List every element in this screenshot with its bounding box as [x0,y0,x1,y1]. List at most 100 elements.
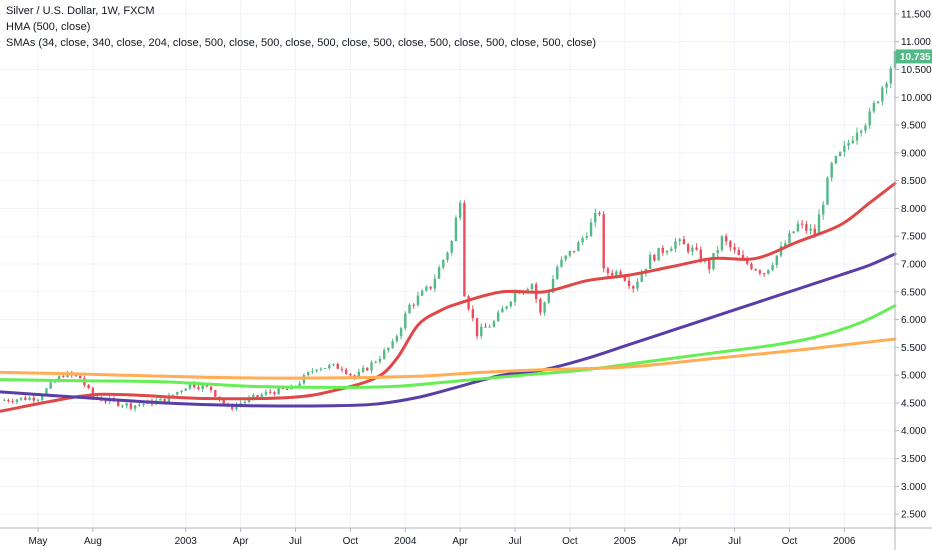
candle-up[interactable] [391,341,394,348]
candle-down[interactable] [699,249,703,262]
candle-up[interactable] [437,267,441,279]
candle-up[interactable] [864,125,867,131]
candle-up[interactable] [252,395,255,398]
candle-up[interactable] [387,347,390,351]
candle-up[interactable] [260,394,263,397]
candle-up[interactable] [41,395,44,400]
candle-down[interactable] [627,280,631,287]
candle-up[interactable] [830,163,833,178]
candle-up[interactable] [382,350,386,359]
candle-up[interactable] [446,252,449,260]
candle-down[interactable] [623,276,627,281]
candle-up[interactable] [712,253,715,270]
candle-down[interactable] [467,296,470,310]
candle-down[interactable] [268,391,272,393]
candle-up[interactable] [577,242,580,252]
candle-up[interactable] [509,301,513,307]
candle-down[interactable] [349,373,352,376]
candle-up[interactable] [378,358,382,362]
candle-up[interactable] [872,102,876,112]
candle-up[interactable] [408,304,411,314]
candle-up[interactable] [716,250,719,254]
candle-down[interactable] [412,304,415,306]
candle-up[interactable] [788,233,791,244]
candle-up[interactable] [581,237,584,243]
candle-up[interactable] [589,222,593,237]
candle-down[interactable] [163,398,166,403]
candle-down[interactable] [209,386,213,390]
candle-down[interactable] [598,212,601,215]
candle-up[interactable] [188,382,192,389]
candle-up[interactable] [332,363,335,366]
candle-down[interactable] [471,309,475,319]
candle-up[interactable] [450,241,453,253]
candle-down[interactable] [205,385,209,387]
candle-down[interactable] [724,236,728,242]
candle-up[interactable] [560,259,563,267]
candle-up[interactable] [809,228,812,231]
hma-indicator-label[interactable]: HMA (500, close) [6,21,91,33]
candle-up[interactable] [889,68,892,84]
candle-up[interactable] [201,385,204,390]
candle-up[interactable] [357,371,361,378]
candle-up[interactable] [374,361,377,363]
candle-up[interactable] [264,391,268,395]
candle-up[interactable] [125,403,128,406]
candle-down[interactable] [104,400,107,402]
candle-up[interactable] [547,292,551,303]
candle-down[interactable] [695,247,698,250]
candle-up[interactable] [420,290,424,296]
candle-up[interactable] [847,143,850,146]
candle-down[interactable] [117,400,120,406]
candle-down[interactable] [87,385,90,388]
candle-down[interactable] [746,258,749,264]
candle-up[interactable] [361,367,365,372]
candle-up[interactable] [843,145,846,152]
candle-down[interactable] [463,203,466,297]
candle-down[interactable] [214,389,217,397]
candle-up[interactable] [138,404,141,406]
candle-up[interactable] [488,326,491,328]
candle-down[interactable] [632,286,635,289]
candle-up[interactable] [3,399,6,401]
candle-up[interactable] [28,397,31,401]
candle-up[interactable] [416,295,420,305]
candle-down[interactable] [733,247,736,250]
smas-indicator-label[interactable]: SMAs (34, close, 340, close, 204, close,… [6,37,597,49]
candle-up[interactable] [370,362,373,371]
candle-down[interactable] [800,223,804,225]
candle-down[interactable] [708,259,711,270]
candle-up[interactable] [298,383,301,387]
candle-up[interactable] [399,328,403,337]
candle-up[interactable] [176,391,179,395]
candle-down[interactable] [91,387,95,398]
candle-up[interactable] [860,130,863,133]
symbol-title[interactable]: Silver / U.S. Dollar, 1W, FXCM [6,5,155,17]
candle-down[interactable] [610,273,614,276]
candle-up[interactable] [855,132,859,141]
candle-up[interactable] [674,241,677,249]
candle-up[interactable] [670,248,673,252]
candle-up[interactable] [838,151,842,157]
candle-up[interactable] [767,269,770,274]
candle-down[interactable] [429,286,432,289]
candle-up[interactable] [36,399,40,401]
candle-up[interactable] [404,313,407,329]
candle-down[interactable] [256,395,259,397]
candle-up[interactable] [784,243,787,247]
candle-up[interactable] [433,278,437,289]
candle-down[interactable] [24,397,27,401]
candle-down[interactable] [539,299,542,313]
candle-down[interactable] [475,318,479,337]
candle-up[interactable] [851,140,854,144]
candle-up[interactable] [167,395,171,403]
candle-up[interactable] [121,405,124,407]
candle-down[interactable] [606,268,610,274]
candle-down[interactable] [661,247,665,253]
candle-up[interactable] [556,266,559,279]
candle-up[interactable] [480,326,483,337]
candle-up[interactable] [323,368,327,370]
candle-up[interactable] [826,177,829,205]
